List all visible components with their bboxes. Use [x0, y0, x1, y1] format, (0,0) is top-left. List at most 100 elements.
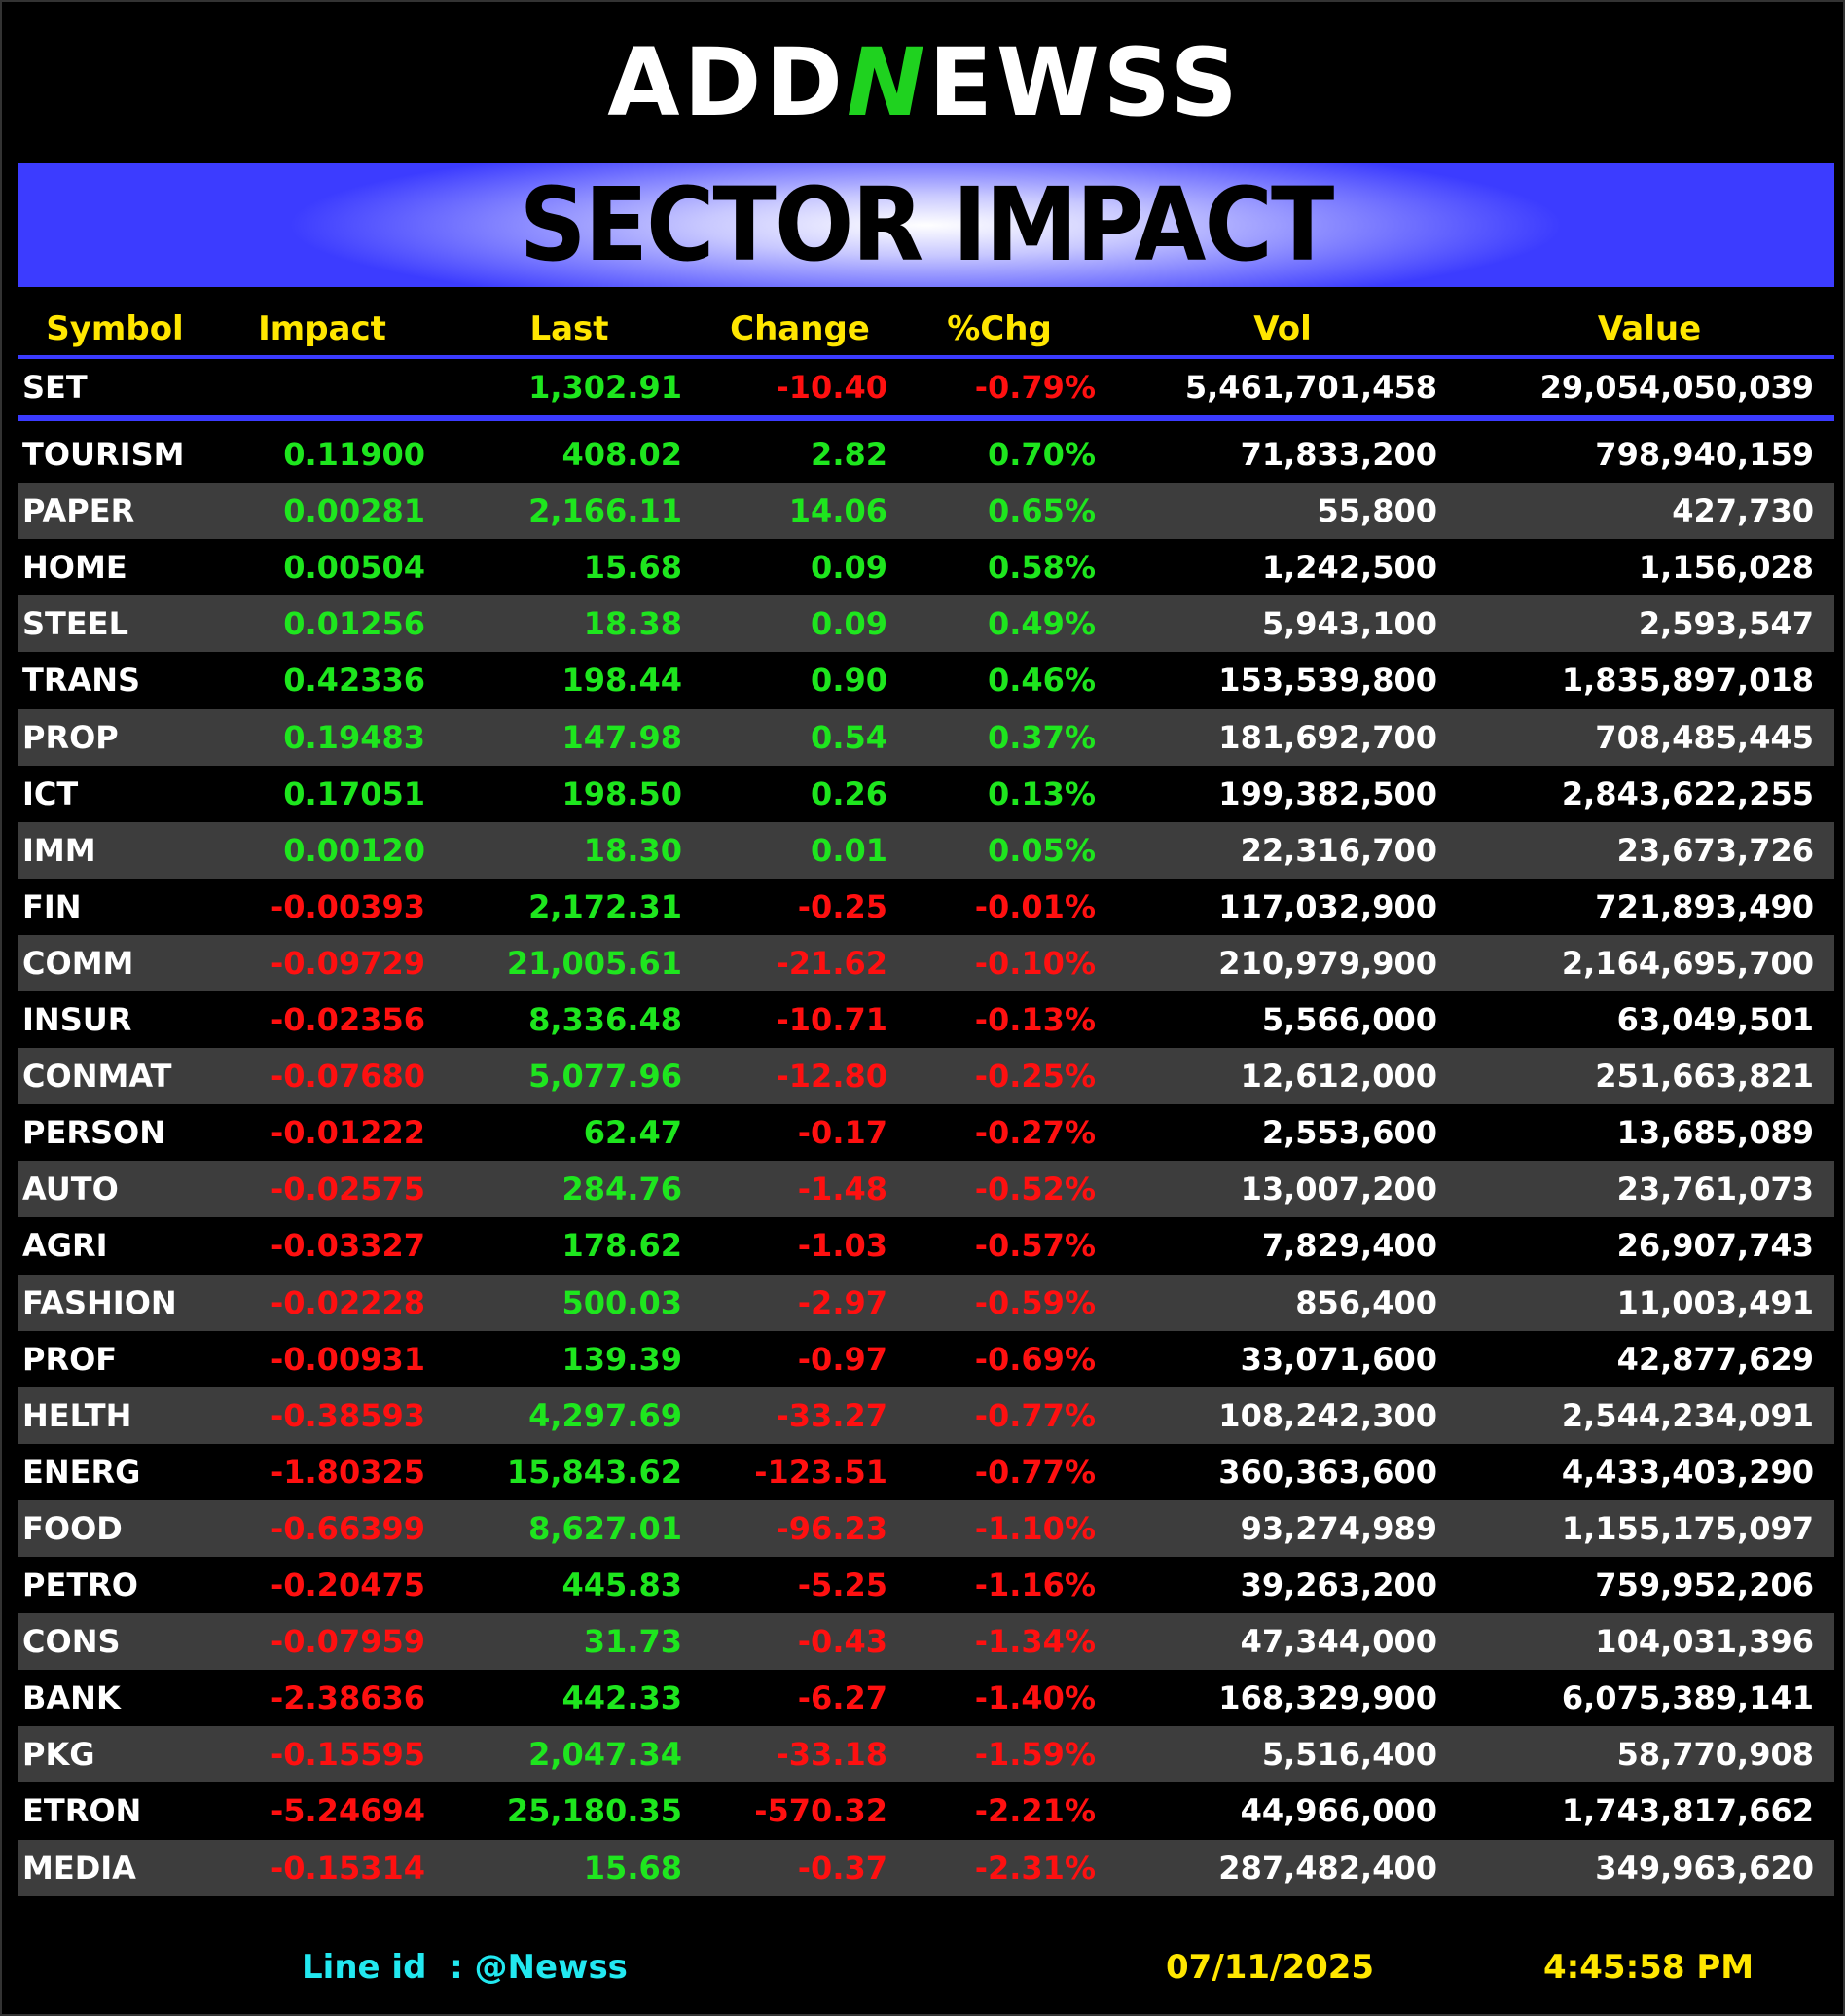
value: 1,155,175,097	[1561, 1509, 1814, 1547]
value: 29,054,050,039	[1539, 369, 1814, 406]
row-background	[18, 1161, 1834, 1218]
line-id: Line id : @Newss	[302, 1948, 628, 1987]
last: 8,627.01	[528, 1509, 682, 1547]
symbol: COMM	[22, 944, 134, 982]
impact: 0.00504	[283, 549, 425, 587]
last: 15,843.62	[506, 1453, 682, 1491]
change: -0.97	[797, 1340, 887, 1378]
volume: 7,829,400	[1261, 1227, 1437, 1265]
impact: -0.66399	[270, 1509, 425, 1547]
change: -0.17	[797, 1114, 887, 1152]
symbol: FIN	[22, 887, 82, 925]
column-header: Value	[1597, 309, 1702, 348]
volume: 93,274,989	[1240, 1509, 1437, 1547]
volume: 13,007,200	[1240, 1170, 1437, 1208]
pct-change: -1.34%	[974, 1623, 1096, 1661]
pct-change: 0.65%	[987, 492, 1096, 530]
last: 18.38	[583, 605, 682, 643]
row-background	[18, 1670, 1834, 1727]
title: SECTOR IMPACT	[519, 165, 1335, 284]
change: 0.54	[811, 718, 887, 756]
volume: 181,692,700	[1218, 718, 1437, 756]
value: 13,685,089	[1616, 1114, 1814, 1152]
value: 2,593,547	[1638, 605, 1814, 643]
pct-change: -1.10%	[974, 1509, 1096, 1547]
column-header: Change	[730, 309, 870, 348]
divider	[18, 415, 1834, 421]
logo: ADDNEWSS	[2, 28, 1843, 137]
value: 759,952,206	[1595, 1566, 1814, 1603]
symbol: IMM	[22, 831, 96, 869]
impact: -0.02228	[270, 1283, 425, 1321]
impact: -0.15314	[270, 1849, 425, 1887]
change: -123.51	[754, 1453, 887, 1491]
value: 63,049,501	[1616, 1001, 1814, 1038]
pct-change: 0.05%	[987, 831, 1096, 869]
value: 42,877,629	[1616, 1340, 1814, 1378]
row-background	[18, 708, 1834, 766]
impact: -5.24694	[270, 1792, 425, 1830]
change: -0.37	[797, 1849, 887, 1887]
impact: 0.00120	[283, 831, 425, 869]
change: 14.06	[788, 492, 887, 530]
value: 104,031,396	[1595, 1623, 1814, 1661]
impact: 0.01256	[283, 605, 425, 643]
value: 721,893,490	[1595, 887, 1814, 925]
divider	[18, 355, 1834, 359]
impact: 0.11900	[283, 436, 425, 473]
symbol: TRANS	[22, 662, 141, 700]
row-background	[18, 934, 1834, 991]
impact: -0.15595	[270, 1736, 425, 1774]
value: 251,663,821	[1595, 1058, 1814, 1096]
row-background	[18, 595, 1834, 653]
impact: -0.01222	[270, 1114, 425, 1152]
column-header: Impact	[258, 309, 386, 348]
row-background	[18, 878, 1834, 935]
symbol: PROF	[22, 1340, 118, 1378]
value: 1,743,817,662	[1561, 1792, 1814, 1830]
value: 349,963,620	[1595, 1849, 1814, 1887]
title-banner: SECTOR IMPACT	[18, 163, 1834, 287]
row-background	[18, 426, 1834, 483]
last: 198.44	[561, 662, 682, 700]
change: 0.01	[811, 831, 887, 869]
symbol: ICT	[22, 774, 79, 812]
change: 0.09	[811, 605, 887, 643]
change: -0.25	[797, 887, 887, 925]
row-background	[18, 1499, 1834, 1557]
pct-change: -2.21%	[974, 1792, 1096, 1830]
pct-change: -1.40%	[974, 1679, 1096, 1717]
change: -96.23	[776, 1509, 888, 1547]
column-header: Symbol	[46, 309, 184, 348]
logo-part: N	[846, 28, 929, 137]
impact: -0.00931	[270, 1340, 425, 1378]
change: -10.40	[776, 369, 888, 406]
impact: -1.80325	[270, 1453, 425, 1491]
last: 284.76	[561, 1170, 682, 1208]
volume: 22,316,700	[1240, 831, 1437, 869]
impact: 0.00281	[283, 492, 425, 530]
symbol: HOME	[22, 549, 127, 587]
impact: -0.07680	[270, 1058, 425, 1096]
row-background	[18, 1274, 1834, 1331]
change: -33.18	[776, 1736, 888, 1774]
last: 198.50	[561, 774, 682, 812]
pct-change: -0.10%	[974, 944, 1096, 982]
change: -12.80	[776, 1058, 888, 1096]
pct-change: -0.01%	[974, 887, 1096, 925]
change: -1.48	[797, 1170, 887, 1208]
pct-change: 0.70%	[987, 436, 1096, 473]
pct-change: -0.52%	[974, 1170, 1096, 1208]
row-background	[18, 539, 1834, 596]
last: 1,302.91	[528, 369, 682, 406]
row-background	[18, 1386, 1834, 1444]
volume: 108,242,300	[1218, 1396, 1437, 1434]
last: 2,047.34	[528, 1736, 682, 1774]
volume: 39,263,200	[1240, 1566, 1437, 1603]
value: 23,673,726	[1616, 831, 1814, 869]
volume: 5,516,400	[1261, 1736, 1437, 1774]
value: 2,544,234,091	[1561, 1396, 1814, 1434]
volume: 5,566,000	[1261, 1001, 1437, 1038]
symbol: CONS	[22, 1623, 121, 1661]
